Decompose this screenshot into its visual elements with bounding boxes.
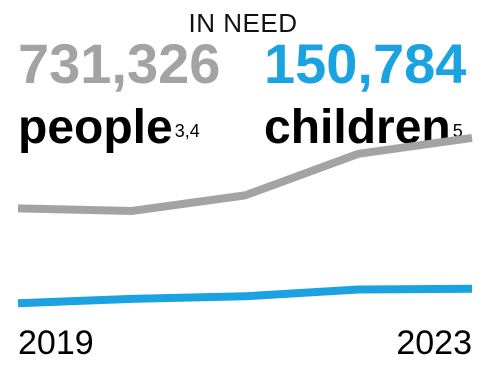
children-footnote: 5: [452, 121, 463, 141]
people-label-text: people: [18, 101, 173, 154]
people-count: 731,326: [18, 32, 221, 95]
people-label: people 3,4: [18, 104, 200, 152]
people-footnote: 3,4: [174, 121, 200, 141]
series-line-people: [17, 133, 473, 215]
series-line-children: [17, 284, 473, 308]
x-tick-label-end: 2023: [396, 324, 472, 362]
header-title: IN NEED: [188, 8, 298, 38]
children-count: 150,784: [264, 32, 467, 95]
x-tick-label-start: 2019: [18, 324, 94, 362]
